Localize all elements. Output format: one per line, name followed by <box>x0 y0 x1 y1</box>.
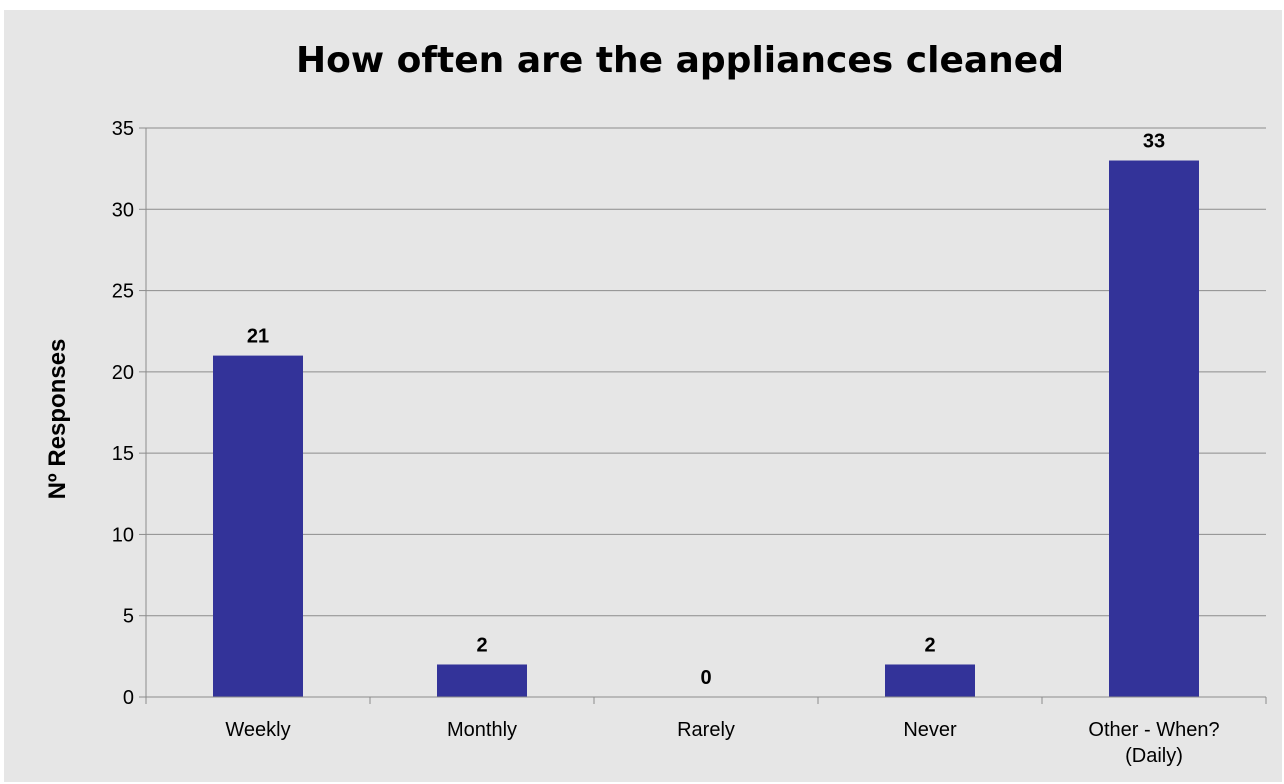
x-tick-label: Other - When? (Daily) <box>1088 719 1219 767</box>
y-tick-label: 30 <box>112 199 134 221</box>
data-label: 2 <box>924 634 935 656</box>
x-tick-label: Weekly <box>225 719 290 741</box>
gridlines <box>139 127 1266 698</box>
chart-container: How often are the appliances cleaned Nº … <box>4 10 1282 782</box>
x-tick-label-line: Other - When? <box>1088 719 1219 741</box>
bar <box>213 355 303 697</box>
y-tick-label: 0 <box>123 687 134 709</box>
x-tick-label-line: (Daily) <box>1125 745 1183 767</box>
bar <box>1109 160 1199 697</box>
y-tick-label: 15 <box>112 443 134 465</box>
y-tick-label: 20 <box>112 362 134 384</box>
x-tick-label: Monthly <box>447 719 517 741</box>
data-label: 33 <box>1143 131 1165 153</box>
bars <box>213 160 1199 697</box>
x-tick-label-line: Weekly <box>225 719 290 741</box>
bar-chart: How often are the appliances cleaned Nº … <box>44 40 1267 767</box>
y-tick-label: 5 <box>123 606 134 628</box>
y-tick-label: 10 <box>112 524 134 546</box>
x-tick-label: Rarely <box>677 719 735 741</box>
y-tick-label: 25 <box>112 281 134 303</box>
chart-title: How often are the appliances cleaned <box>296 40 1064 81</box>
x-tick-label: Never <box>903 719 957 741</box>
data-labels: 21 2 0 2 33 <box>247 131 1165 689</box>
data-label: 0 <box>700 667 711 689</box>
bar <box>437 664 527 697</box>
y-tick-label: 35 <box>112 118 134 140</box>
axes <box>145 128 1267 704</box>
x-tick-label-line: Monthly <box>447 719 517 741</box>
data-label: 21 <box>247 326 269 348</box>
x-tick-label-line: Never <box>903 719 957 741</box>
y-axis-label: Nº Responses <box>44 339 71 500</box>
x-tick-label-line: Rarely <box>677 719 735 741</box>
bar <box>885 664 975 697</box>
data-label: 2 <box>476 634 487 656</box>
